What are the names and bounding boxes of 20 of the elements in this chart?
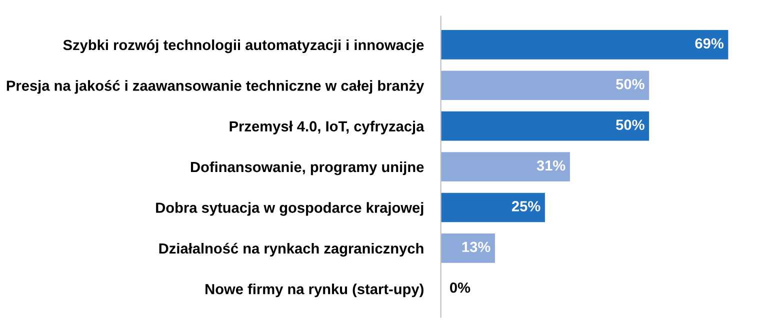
- data-label: 0%: [450, 282, 470, 293]
- y-tick-label: Dobra sytuacja w gospodarce krajowej: [156, 202, 424, 216]
- y-tick-label: Przemysł 4.0, IoT, cyfryzacja: [230, 120, 424, 134]
- y-tick-label: Nowe firmy na rynku (start-upy): [206, 284, 424, 298]
- bar: [440, 70, 650, 100]
- data-label: 69%: [695, 38, 724, 49]
- bar: [440, 234, 495, 263]
- data-label: 13%: [462, 242, 490, 252]
- bar: [440, 192, 545, 222]
- bar: [440, 152, 570, 182]
- data-label: 50%: [616, 120, 644, 130]
- bar: [440, 111, 650, 141]
- bar: [440, 30, 728, 60]
- data-label: 31%: [536, 160, 566, 171]
- y-tick-label: Dofinansowanie, programy unijne: [190, 161, 424, 176]
- data-label: 50%: [616, 78, 644, 90]
- y-tick-label: Działalność na rynkach zagranicznych: [159, 242, 424, 257]
- y-tick-label: Szybki rozwój technologii automatyzacji i innowacje: [63, 39, 424, 54]
- data-label: 25%: [512, 201, 540, 212]
- y-tick-label: Presja na jakość i zaawansowanie techniczne w całej branży: [6, 80, 424, 94]
